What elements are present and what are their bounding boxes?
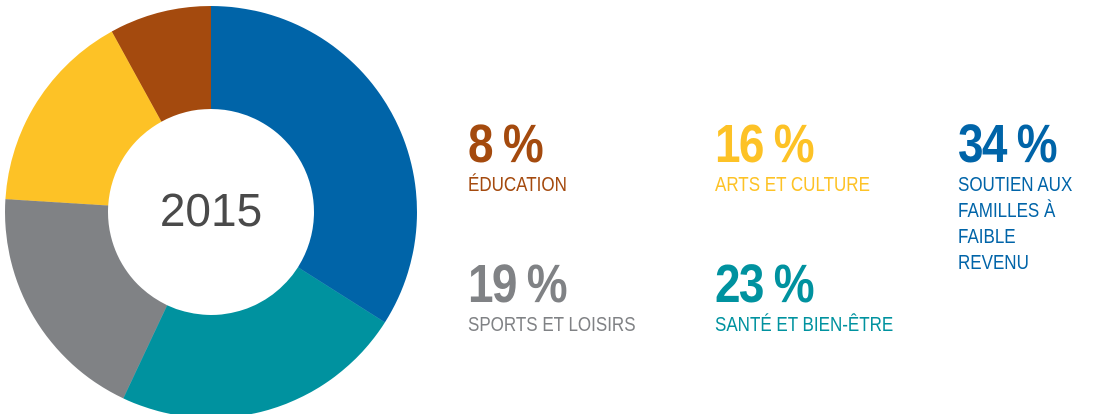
legend-item: 23 % SANTÉ ET BIEN-ÊTRE — [715, 256, 955, 338]
category-label: SANTÉ ET BIEN-ÊTRE — [715, 314, 894, 336]
donut-slice — [211, 6, 417, 323]
donut-slice — [5, 199, 168, 399]
value-label: 34 % — [958, 114, 1058, 174]
donut-slice — [111, 6, 211, 122]
category-label: ÉDUCATION — [468, 174, 567, 196]
center-label: 2015 — [160, 184, 262, 236]
value-label: 19 % — [468, 254, 568, 314]
legend-item: 19 % SPORTS ET LOISIRS — [468, 256, 708, 338]
category-label: SPORTS ET LOISIRS — [468, 314, 636, 336]
donut-slice — [5, 31, 162, 206]
value-label: 16 % — [715, 114, 815, 174]
value-label: 8 % — [468, 114, 544, 174]
legend-item: 34 % SOUTIEN AUX FAMILLES À FAIBLE REVENU — [958, 116, 1098, 276]
donut-slice — [123, 267, 385, 414]
category-label: ARTS ET CULTURE — [715, 174, 870, 196]
value-label: 23 % — [715, 254, 815, 314]
legend-item: 16 % ARTS ET CULTURE — [715, 116, 955, 198]
legend-item: 8 % ÉDUCATION — [468, 116, 708, 198]
category-label: SOUTIEN AUX FAMILLES À FAIBLE REVENU — [958, 174, 1073, 274]
